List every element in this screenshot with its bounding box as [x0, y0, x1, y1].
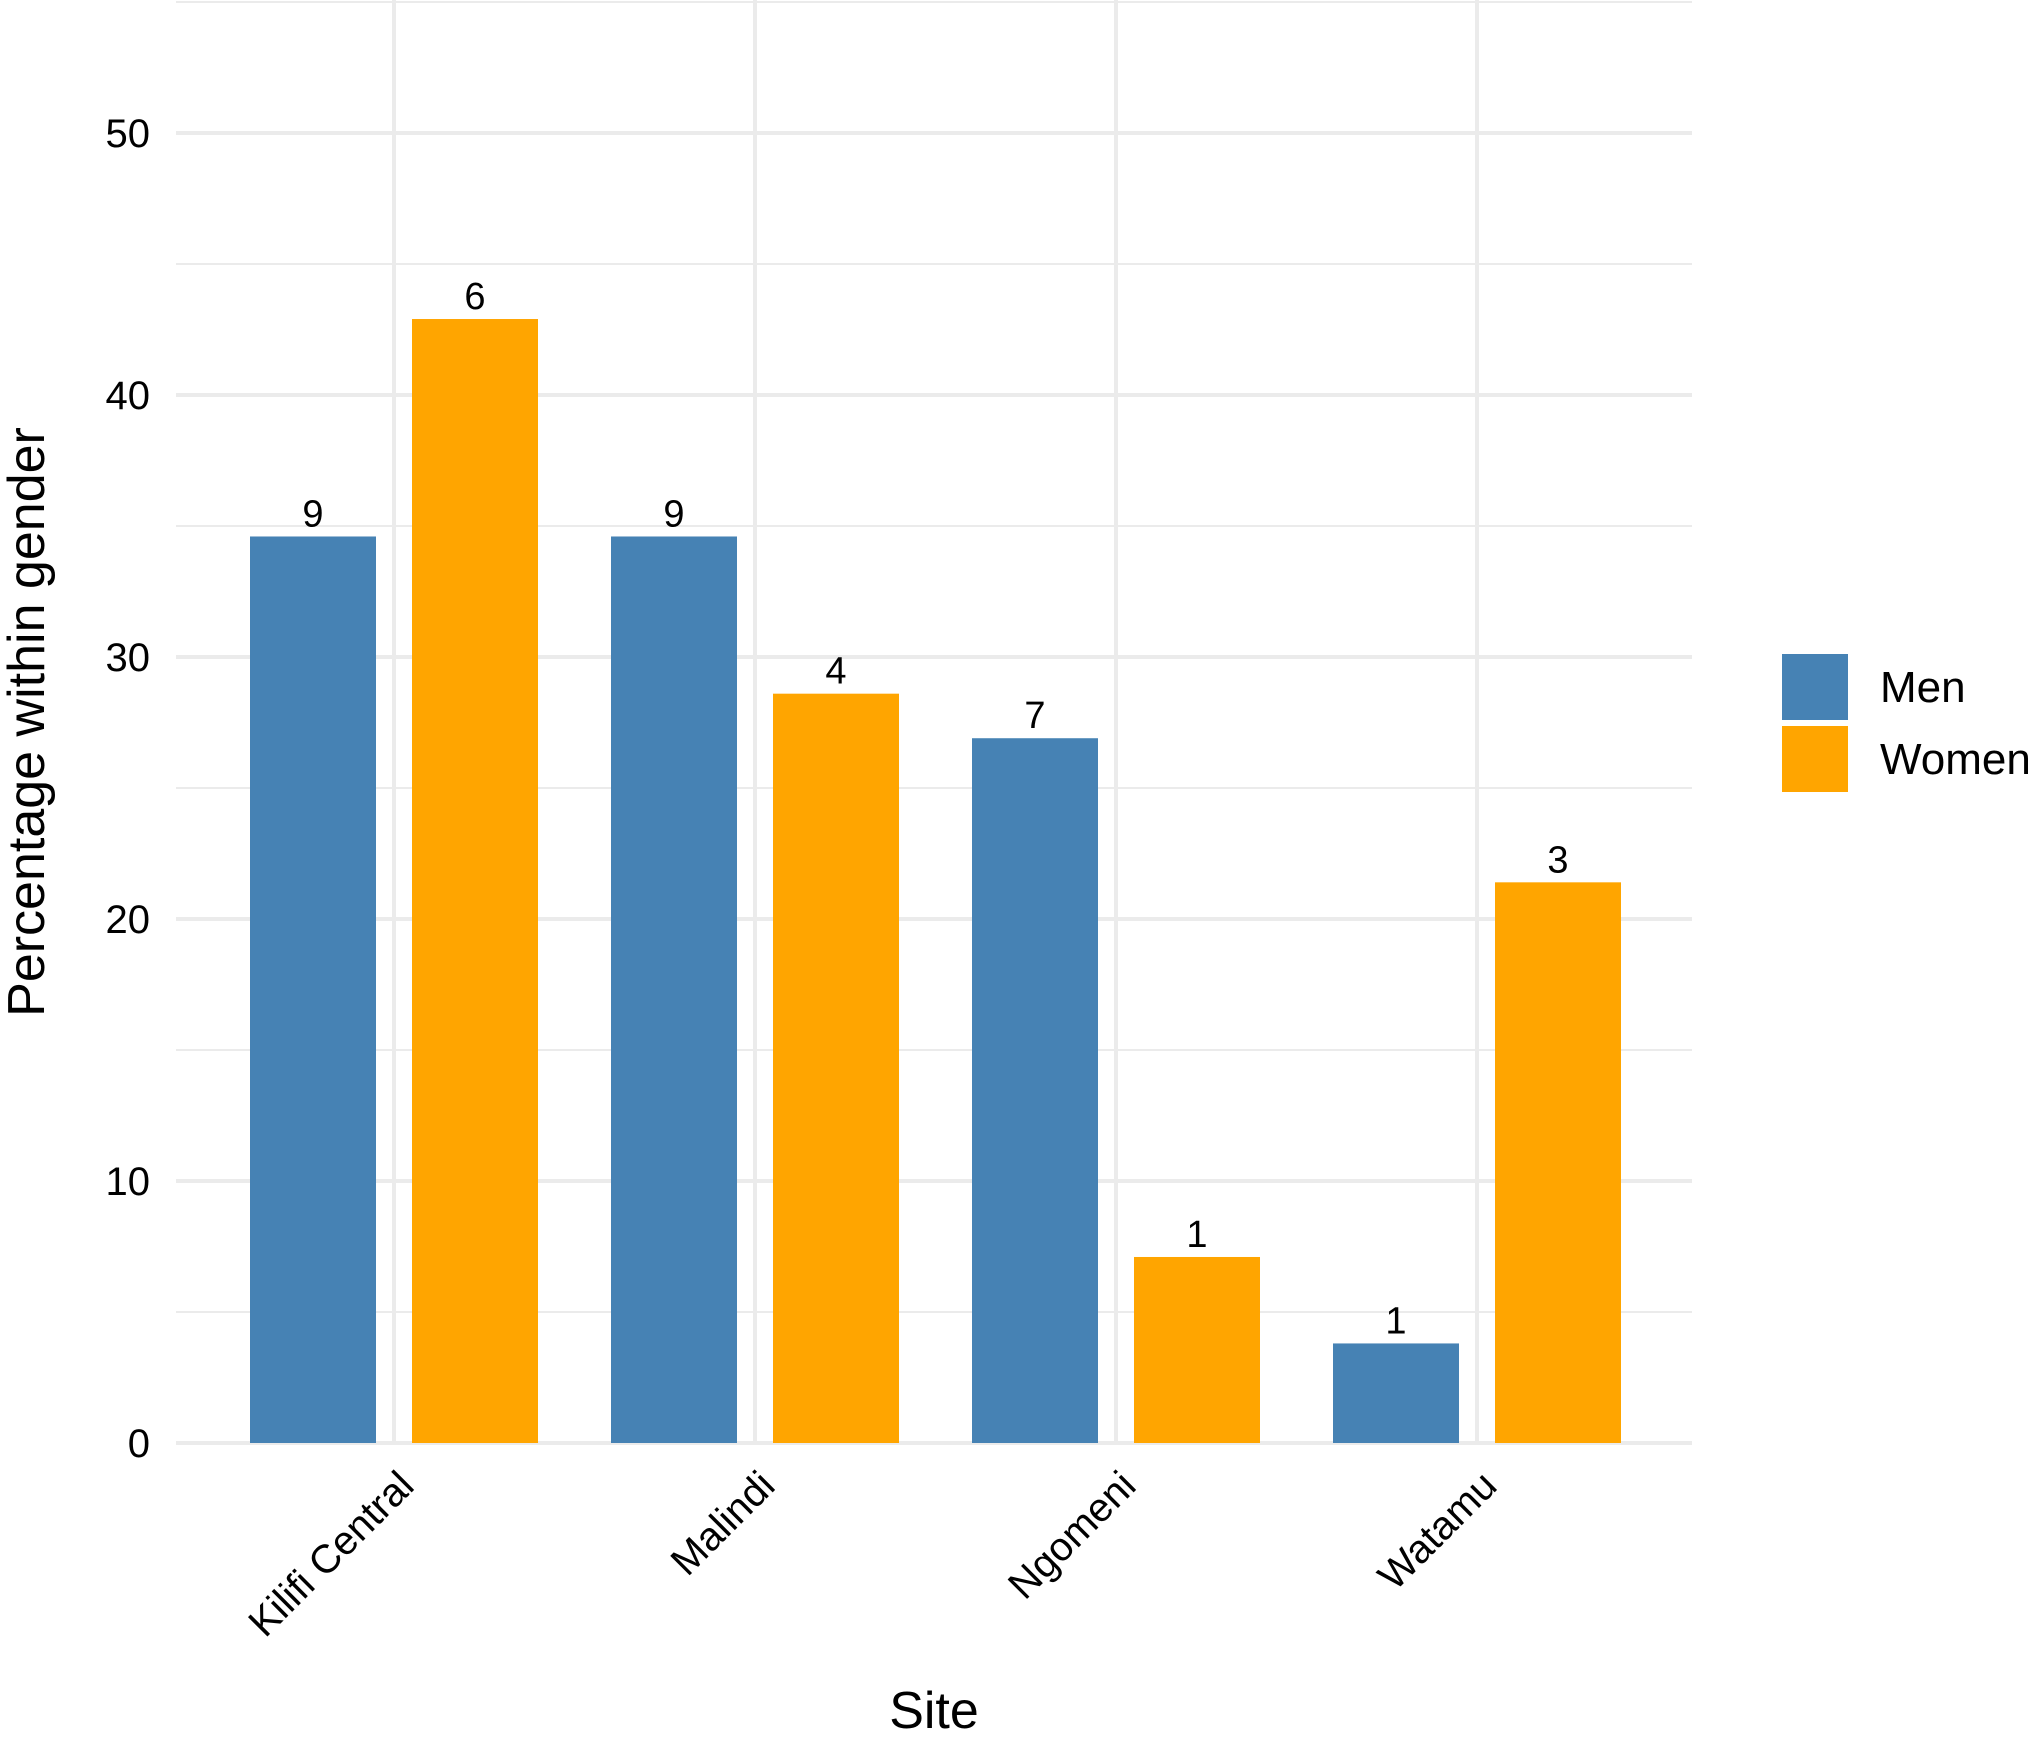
bar-data-label: 9: [302, 493, 323, 535]
y-tick-label: 20: [106, 898, 151, 942]
grid-layer: [176, 0, 1692, 1445]
bar-data-label: 7: [1024, 695, 1045, 737]
legend-key-women: [1782, 726, 1848, 792]
bar-men-malindi: [611, 536, 737, 1443]
bar-data-label: 4: [825, 651, 846, 693]
legend-label-men: Men: [1880, 663, 1966, 712]
x-tick-label: Watamu: [1370, 1463, 1505, 1598]
bar-data-label: 3: [1547, 839, 1568, 881]
legend: Men Women: [1782, 654, 2031, 792]
bar-women-malindi: [773, 693, 899, 1443]
bar-men-ngomeni: [972, 738, 1098, 1443]
x-axis-title: Site: [889, 1682, 979, 1737]
y-tick-label: 10: [106, 1160, 151, 1204]
data-labels-layer: 9 9 7 1 6 4 1 3: [302, 276, 1568, 1342]
y-tick-label: 30: [106, 636, 151, 680]
y-tick-label: 40: [106, 374, 151, 418]
y-axis-ticks: 0 10 20 30 40 50: [106, 112, 151, 1466]
x-tick-label: Malindi: [663, 1463, 784, 1584]
legend-key-men: [1782, 654, 1848, 720]
legend-label-women: Women: [1880, 735, 2031, 784]
y-tick-label: 50: [106, 112, 151, 156]
bar-men-kilifi-central: [250, 536, 376, 1443]
y-tick-label: 0: [128, 1422, 150, 1466]
x-tick-label: Kilifi Central: [240, 1463, 422, 1645]
y-axis-title: Percentage within gender: [0, 427, 56, 1017]
bar-women-ngomeni: [1134, 1256, 1260, 1443]
bar-men-watamu: [1333, 1343, 1459, 1443]
bar-data-label: 6: [464, 276, 485, 318]
bar-data-label: 9: [663, 493, 684, 535]
bars-layer: [250, 319, 1621, 1443]
x-tick-label: Ngomeni: [1000, 1463, 1144, 1607]
bar-women-kilifi-central: [412, 319, 538, 1443]
bar-women-watamu: [1495, 882, 1621, 1443]
bar-data-label: 1: [1186, 1214, 1207, 1256]
bar-data-label: 1: [1385, 1300, 1406, 1342]
x-axis-ticks: Kilifi Central Malindi Ngomeni Watamu: [240, 1463, 1505, 1645]
